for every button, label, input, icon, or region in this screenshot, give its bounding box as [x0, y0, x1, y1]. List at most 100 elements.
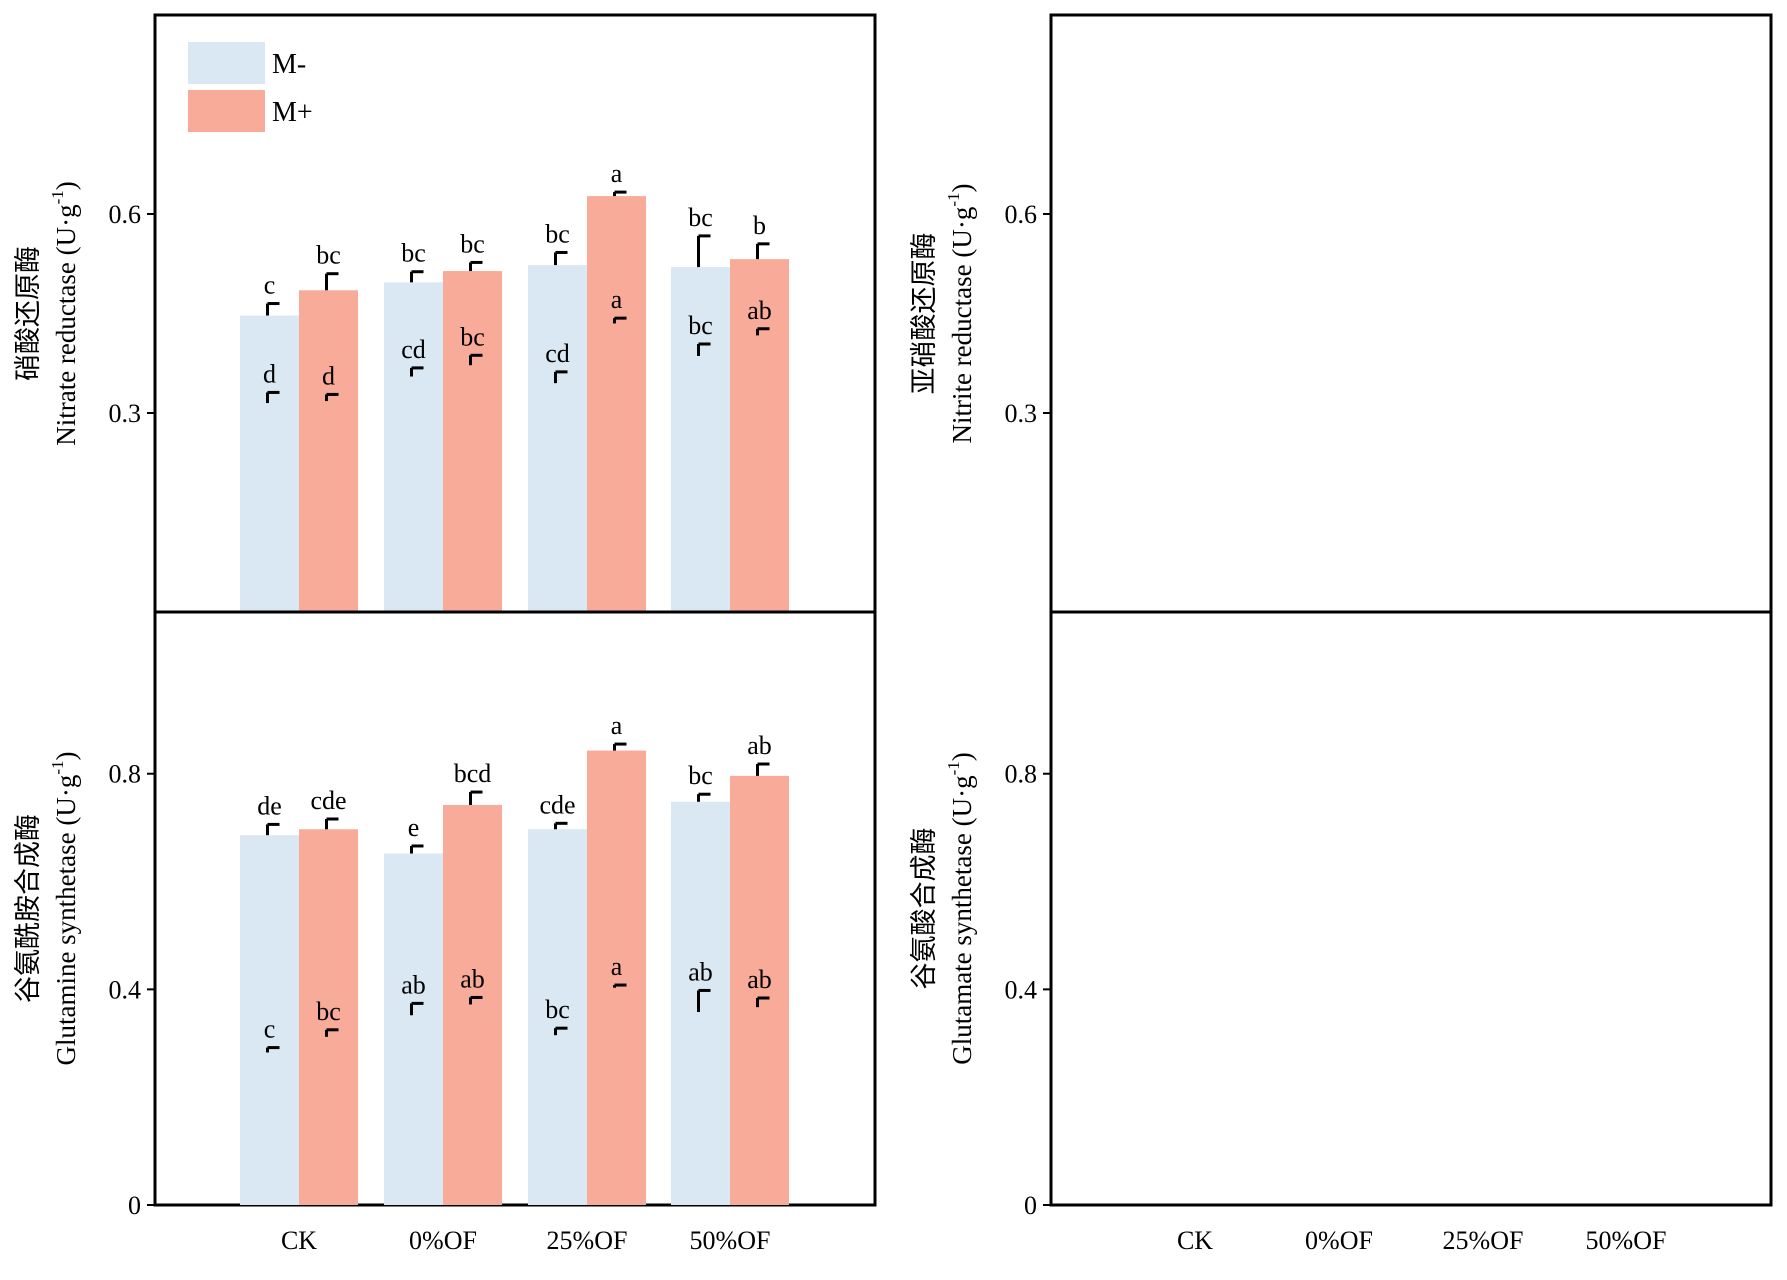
bar	[730, 335, 789, 612]
significance-label: b	[753, 211, 766, 240]
significance-label: cde	[539, 790, 575, 819]
bar	[587, 987, 646, 1205]
significance-label: c	[264, 1015, 276, 1044]
legend-label: M-	[272, 49, 306, 80]
significance-label: cd	[401, 335, 426, 364]
x-tick-label: 0%OF	[1305, 1226, 1373, 1255]
significance-label: bc	[688, 311, 713, 340]
significance-label: a	[611, 159, 623, 188]
x-tick-label: 25%OF	[547, 1226, 628, 1255]
y-axis-unit-close: )	[947, 752, 977, 761]
y-axis-unit-close: )	[947, 183, 977, 192]
bar	[671, 355, 730, 612]
y-tick-label: 0	[1024, 1191, 1037, 1220]
y-tick-label: 0.3	[109, 399, 142, 428]
significance-label: cde	[310, 786, 346, 815]
x-tick-label: 50%OF	[690, 1226, 771, 1255]
y-axis-label-name: Glutamate synthetase	[947, 826, 977, 1064]
x-tick-label: 50%OF	[1586, 1226, 1667, 1255]
bar	[384, 1015, 443, 1205]
y-axis-unit: (U·g	[947, 207, 977, 258]
significance-label: bc	[460, 322, 485, 351]
significance-label: bc	[688, 203, 713, 232]
y-axis-label-name: Glutamine synthetase	[51, 826, 81, 1066]
bar	[443, 365, 502, 612]
y-axis-unit-close: )	[51, 751, 81, 760]
legend-swatch	[188, 90, 265, 132]
legend-label: M+	[272, 97, 313, 128]
bar	[443, 1004, 502, 1205]
bar	[528, 1035, 587, 1205]
y-axis-label-en: Nitrite reductase (U·g-1)	[944, 183, 977, 443]
significance-label: ab	[747, 731, 772, 760]
bar	[384, 376, 443, 612]
y-tick-label: 0.3	[1005, 399, 1038, 428]
y-axis-label-cn: 硝酸还原酶	[13, 246, 43, 381]
bar	[299, 401, 358, 612]
plot-frame	[1049, 13, 1773, 614]
significance-label: bc	[545, 219, 570, 248]
significance-label: d	[322, 361, 335, 390]
y-axis-label-name: Nitrate reductase	[51, 255, 81, 445]
y-axis-unit-sup: -1	[48, 190, 67, 204]
significance-label: ab	[688, 957, 713, 986]
bar	[730, 1007, 789, 1205]
y-tick-label: 0.4	[1005, 975, 1038, 1004]
significance-label: de	[257, 791, 282, 820]
significance-label: ab	[747, 965, 772, 994]
y-tick-label: 0.6	[109, 200, 142, 229]
y-axis-label-cn: 谷氨酰胺合成酶	[13, 814, 43, 1003]
significance-label: ab	[401, 970, 426, 999]
y-axis-unit-close: )	[51, 181, 81, 190]
plot-frame	[1049, 610, 1773, 1207]
significance-label: a	[611, 711, 623, 740]
y-axis-label-en: Glutamate synthetase (U·g-1)	[944, 752, 977, 1065]
x-tick-label: CK	[281, 1226, 317, 1255]
significance-label: bc	[545, 995, 570, 1024]
y-tick-label: 0.4	[109, 975, 142, 1004]
x-tick-label: 0%OF	[409, 1226, 477, 1255]
significance-label: bc	[316, 241, 341, 270]
significance-label: ab	[747, 296, 772, 325]
plot-frame	[153, 610, 877, 1207]
bar	[671, 1012, 730, 1205]
y-axis-label-cn: 亚硝酸还原酶	[909, 233, 939, 395]
y-axis-label-en: Glutamine synthetase (U·g-1)	[48, 751, 81, 1065]
y-axis-unit-sup: -1	[944, 761, 963, 775]
x-tick-label: 25%OF	[1443, 1226, 1524, 1255]
significance-label: bc	[316, 997, 341, 1026]
significance-label: bcd	[454, 759, 492, 788]
bar	[528, 383, 587, 612]
y-tick-label: 0.8	[1005, 760, 1038, 789]
y-axis-label-cn: 谷氨酸合成酶	[909, 828, 939, 990]
significance-label: bc	[460, 229, 485, 258]
y-axis-unit: (U·g	[51, 204, 81, 255]
bar	[240, 1052, 299, 1205]
bar	[240, 403, 299, 612]
y-tick-label: 0.8	[109, 760, 142, 789]
legend: M- M+	[188, 42, 313, 132]
significance-label: c	[264, 271, 276, 300]
significance-label: d	[263, 359, 276, 388]
significance-label: a	[611, 285, 623, 314]
y-tick-label: 0.6	[1005, 200, 1038, 229]
y-axis-unit-sup: -1	[48, 760, 67, 774]
y-axis-unit: (U·g	[947, 775, 977, 826]
y-axis-unit-sup: -1	[944, 192, 963, 206]
significance-label: bc	[688, 761, 713, 790]
significance-label: a	[611, 952, 623, 981]
significance-label: ab	[460, 964, 485, 993]
bar	[587, 323, 646, 612]
y-axis-unit: (U·g	[51, 775, 81, 826]
y-tick-label: 0	[128, 1191, 141, 1220]
legend-swatch	[188, 42, 265, 84]
significance-label: e	[408, 813, 420, 842]
y-axis-label-name: Nitrite reductase	[947, 258, 977, 444]
significance-label: cd	[545, 339, 570, 368]
x-tick-label: CK	[1177, 1226, 1213, 1255]
y-axis-label-en: Nitrate reductase (U·g-1)	[48, 181, 81, 446]
